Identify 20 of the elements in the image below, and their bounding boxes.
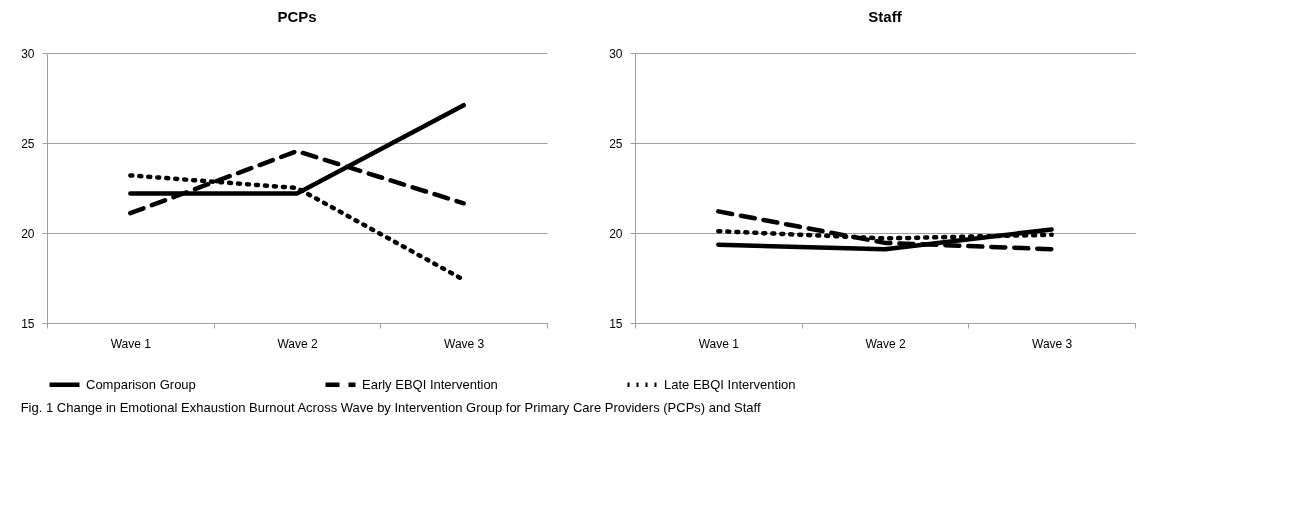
y-tick-label: 25 [21, 136, 35, 151]
x-tick-label: Wave 2 [277, 336, 318, 351]
legend-label: Early EBQI Intervention [362, 376, 498, 392]
y-tick-label: 30 [609, 46, 623, 61]
chart-title: PCPs [277, 8, 317, 25]
y-tick-label: 20 [21, 226, 35, 241]
y-tick-label: 20 [609, 226, 623, 241]
y-tick-label: 15 [21, 316, 35, 331]
x-tick-label: Wave 1 [110, 336, 152, 351]
x-tick-label: Wave 3 [444, 336, 485, 351]
legend-label: Comparison Group [86, 376, 196, 392]
y-tick-label: 15 [609, 316, 623, 331]
legend-label: Late EBQI Intervention [664, 376, 796, 392]
x-tick-label: Wave 1 [698, 336, 740, 351]
y-tick-label: 30 [21, 46, 35, 61]
x-tick-label: Wave 2 [865, 336, 906, 351]
caption: Fig. 1 Change in Emotional Exhaustion Burnout Across Wave by Intervention Group for Primary Care Providers (PCPs) and Staff [20, 400, 761, 415]
chart-title: Staff [868, 8, 903, 25]
x-tick-label: Wave 3 [1032, 336, 1073, 351]
y-tick-label: 25 [609, 136, 623, 151]
